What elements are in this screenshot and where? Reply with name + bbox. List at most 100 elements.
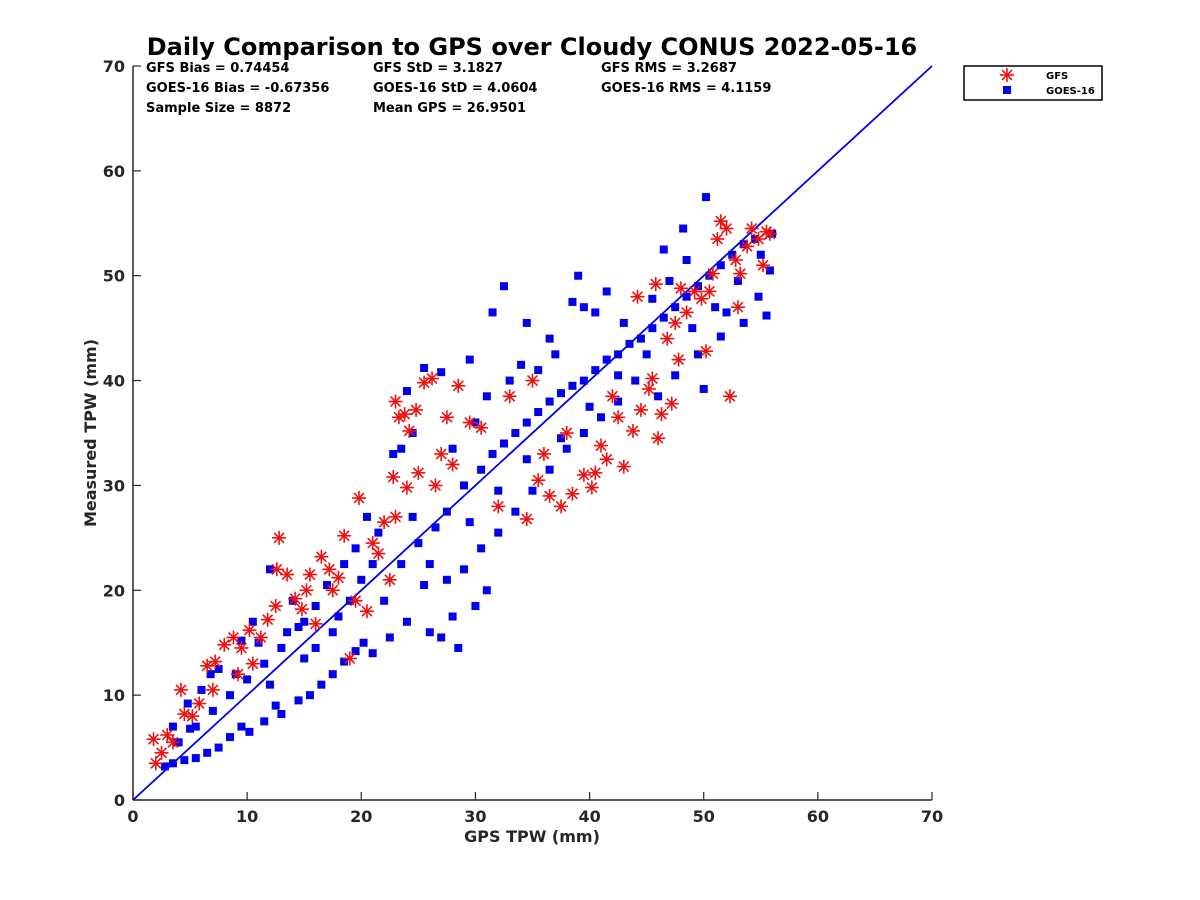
goes-16-point: [511, 429, 520, 437]
gfs-point: [762, 226, 777, 241]
goes-16-point: [402, 387, 411, 396]
goes-16-point: [579, 303, 588, 312]
goes-16-point: [385, 633, 394, 642]
goes-16-point: [442, 507, 451, 516]
goes-16-point: [408, 429, 417, 437]
goes-16-point: [277, 643, 286, 652]
goes-16-point: [705, 271, 714, 280]
reference-line-layer: [132, 65, 933, 801]
goes-16-point: [368, 649, 377, 658]
x-tick-label: 50: [693, 807, 715, 826]
chart-title: Daily Comparison to GPS over Cloudy CONU…: [147, 33, 918, 61]
gfs-point: [588, 465, 603, 480]
goes-16-point: [340, 657, 349, 666]
stat-goes-bias: GOES-16 Bias = -0.67356: [146, 81, 329, 96]
y-axis-label: Measured TPW (mm): [81, 339, 100, 527]
gfs-point: [280, 567, 295, 582]
goes-16-point: [579, 376, 588, 385]
x-tick-label: 40: [578, 807, 600, 826]
goes-16-point: [522, 455, 531, 464]
goes-16-point: [408, 512, 417, 521]
gfs-point: [314, 549, 329, 564]
goes-16-point: [311, 643, 320, 652]
gfs-point: [200, 658, 215, 673]
legend-gfs-asterisk: [1000, 68, 1014, 82]
x-tick-label: 10: [236, 807, 258, 826]
goes-16-point: [505, 376, 514, 385]
gfs-point: [451, 378, 466, 393]
legend: GFS GOES-16: [963, 65, 1103, 101]
goes-16-point: [682, 255, 691, 264]
axes: 0 10 20 30 40 50 60 70 0 10 20 30 40 50 60 70: [103, 57, 943, 826]
gfs-point: [242, 623, 257, 638]
gfs-point: [641, 381, 656, 396]
goes-16-point: [648, 294, 657, 303]
goes-16-point: [237, 722, 246, 731]
goes-16-point: [482, 586, 491, 595]
legend-gfs-marker: [1000, 68, 1014, 82]
gfs-point: [388, 509, 403, 524]
goes-16-point: [397, 444, 406, 453]
stat-goes-std: GOES-16 StD = 4.0604: [373, 81, 537, 96]
gfs-point: [733, 266, 748, 281]
gfs-point: [160, 727, 175, 742]
goes-16-point: [328, 670, 337, 679]
stat-gfs-std: GFS StD = 3.1827: [373, 61, 503, 76]
gfs-point: [605, 389, 620, 404]
gfs-point: [365, 536, 380, 551]
gfs-point: [411, 465, 426, 480]
goes-16-point: [631, 376, 640, 385]
goes-16-point: [557, 389, 566, 398]
goes-16-point: [437, 633, 446, 642]
goes-16-point: [374, 528, 383, 537]
goes-16-point: [765, 266, 774, 275]
goes-16-point: [397, 560, 406, 569]
goes-16-point: [448, 444, 457, 453]
goes-16-point: [425, 628, 434, 637]
goes-16-point: [591, 366, 600, 375]
goes-16-point: [602, 355, 611, 364]
goes-16-point: [206, 670, 215, 679]
gfs-point: [565, 486, 580, 501]
gfs-point: [434, 446, 449, 461]
goes-16-point: [499, 439, 508, 448]
gfs-point: [713, 214, 728, 229]
goes-16-point: [277, 710, 286, 719]
stat-sample-size: Sample Size = 8872: [146, 101, 291, 116]
gfs-point: [660, 331, 675, 346]
gfs-point: [599, 452, 614, 467]
y-tick-label: 20: [103, 581, 125, 600]
goes-16-point: [294, 696, 303, 705]
gfs-point: [542, 488, 557, 503]
goes-16-point: [728, 250, 737, 259]
goes-16-point: [636, 334, 645, 343]
y-tick-label: 40: [103, 372, 125, 391]
gfs-point: [177, 707, 192, 722]
gfs-point: [386, 470, 401, 485]
gfs-point: [584, 480, 599, 495]
gfs-point: [253, 630, 268, 645]
gfs-point: [633, 402, 648, 417]
gfs-point: [668, 315, 683, 330]
goes-16-point: [214, 664, 223, 673]
goes-16-point: [722, 308, 731, 317]
gfs-point: [148, 756, 163, 771]
gfs-point: [611, 410, 626, 425]
goes-16-point: [511, 507, 520, 516]
gfs-point: [146, 732, 161, 747]
goes-16-point: [596, 413, 605, 422]
x-tick-label: 60: [807, 807, 829, 826]
x-tick-label: 20: [350, 807, 372, 826]
gfs-point: [645, 371, 660, 386]
legend-label-gfs: GFS: [1046, 71, 1068, 82]
gfs-point: [399, 480, 414, 495]
goes-16-point: [585, 402, 594, 411]
goes-16-point: [460, 481, 469, 490]
gfs-point: [348, 593, 363, 608]
gfs-point: [702, 284, 717, 299]
goes-16-point: [357, 575, 366, 584]
goes-16-point: [380, 596, 389, 605]
goes-16-point: [716, 332, 725, 341]
goes-16-point: [534, 366, 543, 375]
